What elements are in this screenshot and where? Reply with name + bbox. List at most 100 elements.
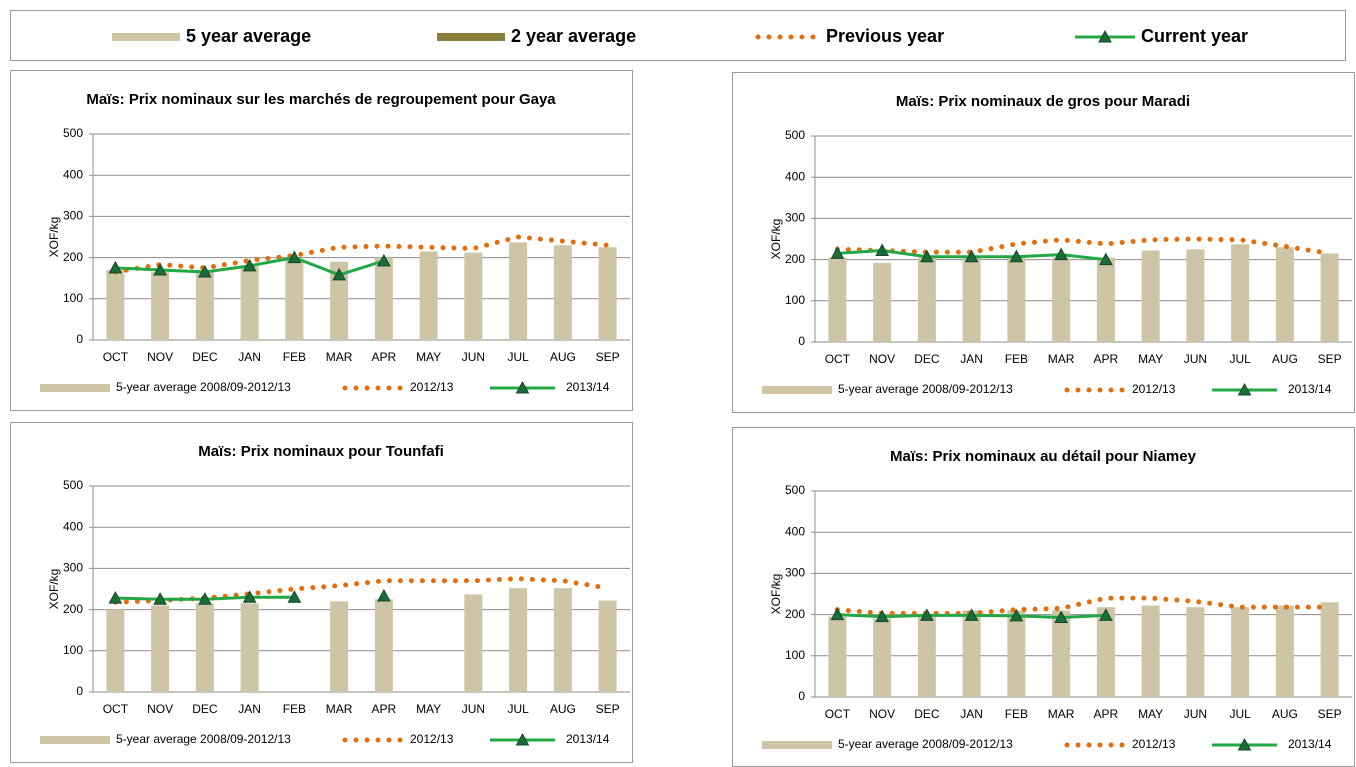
legend-label: 2013/14 (1288, 382, 1332, 396)
x-tick-label: SEP (1318, 707, 1342, 721)
x-tick-label: MAR (1048, 352, 1075, 366)
bar (917, 616, 936, 697)
bar (195, 269, 214, 340)
legend-label: 2012/13 (410, 732, 454, 746)
y-tick-label: 500 (63, 478, 83, 492)
legend-label: 2012/13 (410, 380, 454, 394)
y-tick-label: 500 (785, 128, 805, 142)
marker (830, 607, 845, 621)
chart-title: Maïs: Prix nominaux pour Tounfafi (198, 443, 444, 460)
y-tick-label: 200 (785, 607, 805, 621)
bar (553, 245, 572, 340)
x-tick-label: MAY (1138, 352, 1163, 366)
chart-title: Maïs: Prix nominaux au détail pour Niame… (890, 448, 1197, 465)
y-tick-label: 200 (63, 602, 83, 616)
bar (1141, 250, 1160, 342)
y-tick-label: 100 (785, 293, 805, 307)
x-tick-label: NOV (147, 350, 173, 364)
x-tick-label: JAN (960, 707, 983, 721)
bar (240, 265, 259, 340)
marker (1009, 249, 1024, 263)
bar (509, 242, 528, 340)
bar (1186, 607, 1205, 697)
x-tick-label: OCT (103, 350, 129, 364)
x-tick-label: MAR (326, 350, 353, 364)
x-tick-label: MAR (1048, 707, 1075, 721)
bar (553, 588, 572, 692)
x-tick-label: MAY (1138, 707, 1163, 721)
x-tick-label: NOV (869, 352, 895, 366)
x-tick-label: SEP (596, 702, 620, 716)
y-tick-label: 300 (785, 566, 805, 580)
x-tick-label: APR (1094, 707, 1119, 721)
marker (875, 609, 889, 623)
bar (330, 261, 349, 340)
y-tick-label: 400 (785, 524, 805, 538)
legend-label: 2013/14 (566, 380, 610, 394)
y-tick-label: 200 (63, 250, 83, 264)
bar (1231, 244, 1250, 342)
x-tick-label: JUL (1229, 352, 1251, 366)
bar (509, 588, 528, 692)
y-tick-label: 300 (63, 209, 83, 223)
marker (153, 262, 167, 276)
marker (287, 250, 302, 264)
marker (377, 253, 391, 267)
x-tick-label: FEB (283, 350, 306, 364)
bar (1186, 249, 1205, 342)
chart-title: Maïs: Prix nominaux sur les marchés de r… (86, 91, 556, 108)
legend-marker (1098, 29, 1112, 43)
bar (598, 247, 617, 340)
bar (1320, 253, 1339, 342)
bar (151, 272, 170, 340)
x-tick-label: JAN (960, 352, 983, 366)
legend-marker (515, 380, 530, 394)
legend-label: 5-year average 2008/09-2012/13 (838, 382, 1013, 396)
bar (374, 599, 393, 692)
bar (1275, 247, 1294, 342)
bar (1275, 605, 1294, 697)
bar (1231, 607, 1250, 697)
x-tick-label: DEC (914, 352, 940, 366)
x-tick-label: JUL (507, 702, 529, 716)
bar (1052, 610, 1071, 697)
legend-label: 5-year average 2008/09-2012/13 (838, 737, 1013, 751)
marker (332, 267, 346, 281)
x-tick-label: AUG (550, 702, 576, 716)
bar (330, 601, 349, 692)
y-tick-label: 100 (63, 291, 83, 305)
y-tick-label: 200 (785, 252, 805, 266)
x-tick-label: APR (1094, 352, 1119, 366)
bar (464, 252, 483, 340)
marker (287, 590, 302, 603)
x-tick-label: SEP (1318, 352, 1342, 366)
x-tick-label: SEP (596, 350, 620, 364)
legend-label: Current year (1141, 26, 1248, 46)
y-tick-label: 300 (785, 211, 805, 225)
marker (964, 608, 979, 621)
x-tick-label: JUN (462, 350, 485, 364)
bar (1096, 607, 1115, 697)
panel (10, 422, 633, 763)
bar (828, 616, 847, 697)
x-tick-label: OCT (825, 707, 851, 721)
y-tick-label: 400 (785, 169, 805, 183)
y-tick-label: 0 (798, 334, 805, 348)
legend-label: 2012/13 (1132, 382, 1176, 396)
y-tick-label: 0 (76, 332, 83, 346)
y-tick-label: 100 (785, 648, 805, 662)
x-tick-label: OCT (825, 352, 851, 366)
x-tick-label: MAR (326, 702, 353, 716)
marker (242, 590, 257, 603)
marker (198, 264, 212, 278)
x-tick-label: NOV (869, 707, 895, 721)
y-axis-label: XOF/kg (47, 217, 61, 258)
marker (1099, 608, 1113, 621)
marker (108, 591, 123, 604)
marker (1009, 608, 1024, 622)
x-tick-label: MAY (416, 350, 441, 364)
marker (108, 260, 123, 274)
x-tick-label: DEC (192, 350, 218, 364)
x-tick-label: JUN (462, 702, 485, 716)
